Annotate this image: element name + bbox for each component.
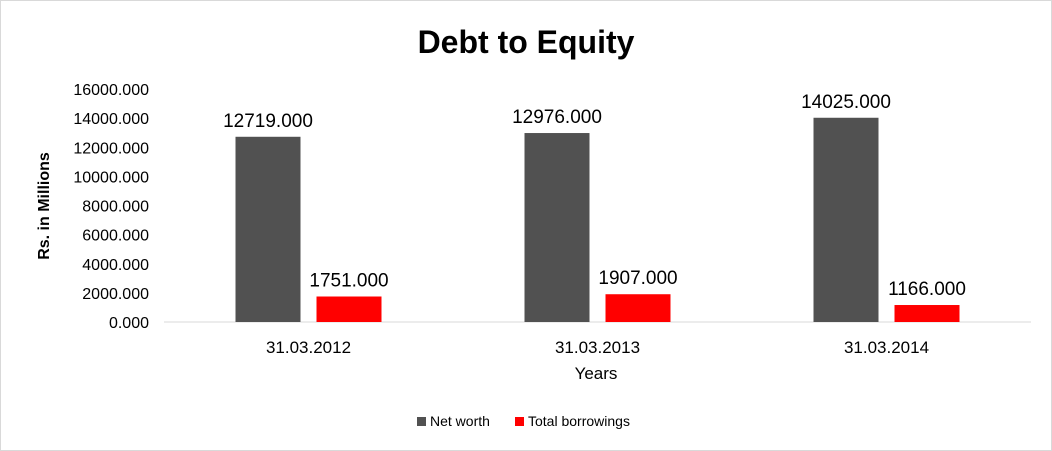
y-tick-label: 2000.000 [82,286,149,303]
data-label: 12719.000 [223,111,313,132]
y-tick-label: 16000.000 [73,82,149,99]
legend-label: Total borrowings [528,413,630,429]
data-label: 12976.000 [512,107,602,128]
y-tick-label: 12000.000 [73,140,149,157]
y-tick-label: 4000.000 [82,257,149,274]
bar [235,136,301,322]
chart-title: Debt to Equity [418,24,635,60]
y-axis-title: Rs. in Millions [36,152,53,260]
x-tick-label: 31.03.2014 [844,338,929,357]
legend-swatch [417,417,426,426]
y-tick-label: 0.000 [109,315,149,332]
y-tick-label: 6000.000 [82,228,149,245]
bar [605,294,671,322]
y-axis-ticks: 0.000 2000.000 4000.000 6000.000 8000.000 100… [73,82,149,332]
x-axis-title: Years [575,364,618,383]
legend-swatch [515,417,524,426]
y-tick-label: 14000.000 [73,111,149,128]
data-label: 1907.000 [598,268,677,289]
y-tick-label: 10000.000 [73,169,149,186]
bar [894,305,960,322]
bars [235,117,960,322]
legend: Net worth Total borrowings [417,413,630,429]
x-tick-label: 31.03.2013 [555,338,640,357]
bar [316,296,382,322]
data-label: 14025.000 [801,92,891,113]
y-tick-label: 8000.000 [82,199,149,216]
legend-label: Net worth [430,413,490,429]
data-label: 1166.000 [888,279,966,300]
category-labels: 31.03.2012 31.03.2013 31.03.2014 [266,338,929,357]
bar [813,117,879,322]
bar [524,133,590,322]
data-label: 1751.000 [309,271,388,292]
data-labels: 12719.000 1751.000 12976.000 1907.000 14025.… [223,92,966,300]
x-tick-label: 31.03.2012 [266,338,351,357]
